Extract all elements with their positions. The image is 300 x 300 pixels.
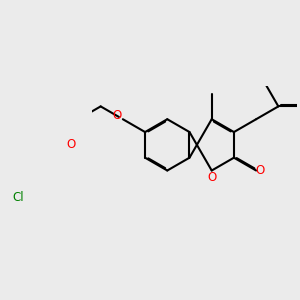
Text: O: O: [255, 164, 265, 177]
Text: O: O: [207, 171, 216, 184]
Text: O: O: [66, 138, 75, 152]
Text: Cl: Cl: [13, 191, 24, 204]
Text: O: O: [112, 109, 121, 122]
